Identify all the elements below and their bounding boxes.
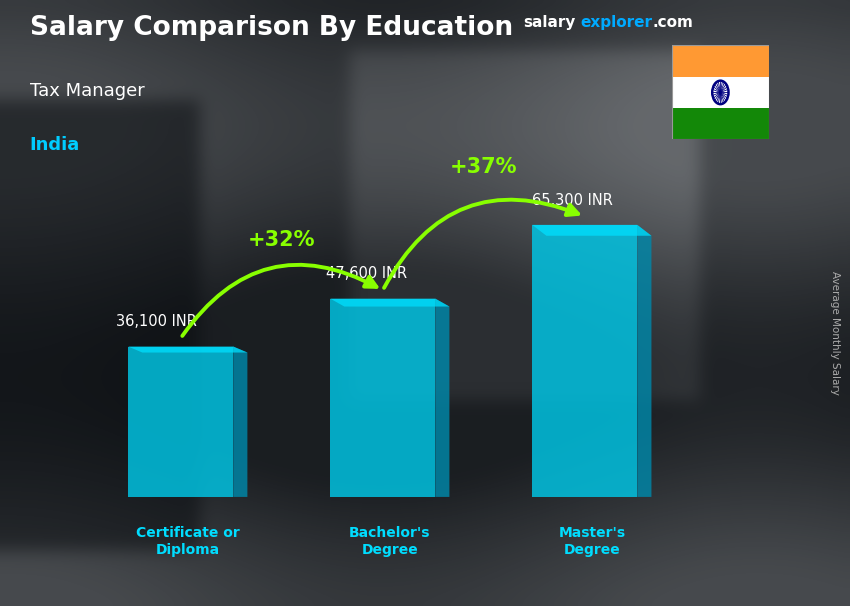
Bar <box>672 108 769 139</box>
Text: .com: .com <box>653 15 694 30</box>
Bar <box>672 45 769 77</box>
Polygon shape <box>128 347 233 497</box>
Text: 36,100 INR: 36,100 INR <box>116 314 197 329</box>
Text: Average Monthly Salary: Average Monthly Salary <box>830 271 840 395</box>
Polygon shape <box>330 299 435 497</box>
Text: Tax Manager: Tax Manager <box>30 82 145 100</box>
Polygon shape <box>532 225 638 497</box>
Text: Master's
Degree: Master's Degree <box>558 526 626 558</box>
Polygon shape <box>233 347 247 497</box>
Text: Certificate or
Diploma: Certificate or Diploma <box>136 526 240 558</box>
Polygon shape <box>128 347 247 353</box>
Text: salary: salary <box>523 15 575 30</box>
Text: explorer: explorer <box>581 15 653 30</box>
Text: India: India <box>30 136 80 155</box>
Text: Bachelor's
Degree: Bachelor's Degree <box>349 526 431 558</box>
Text: +37%: +37% <box>450 156 518 176</box>
Bar <box>672 77 769 108</box>
Polygon shape <box>330 299 450 307</box>
Text: 47,600 INR: 47,600 INR <box>326 266 407 281</box>
Text: Salary Comparison By Education: Salary Comparison By Education <box>30 15 513 41</box>
Text: +32%: +32% <box>248 230 315 250</box>
Polygon shape <box>532 225 651 236</box>
Polygon shape <box>435 299 450 497</box>
Text: 65,300 INR: 65,300 INR <box>532 193 613 208</box>
Polygon shape <box>638 225 651 497</box>
